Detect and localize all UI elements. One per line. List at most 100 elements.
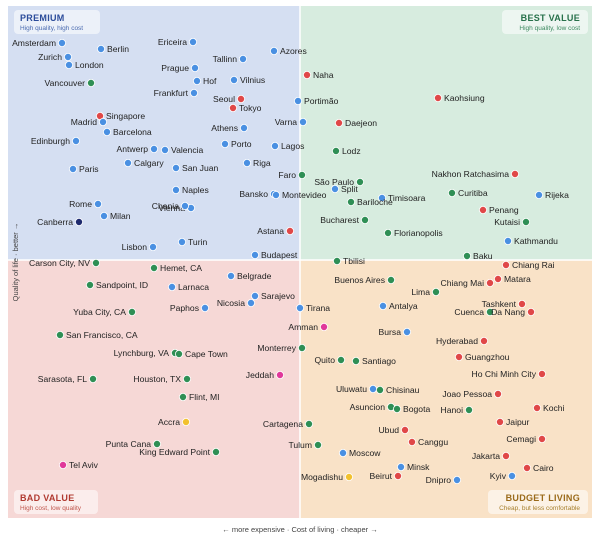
point-antwerp (149, 144, 158, 153)
point-porto (220, 139, 229, 148)
point-label-hof: Hof (203, 76, 217, 86)
point-kyiv (507, 471, 516, 480)
point-calgary (124, 158, 133, 167)
point-flint-mi (178, 392, 187, 401)
point-king-edward-point (211, 447, 220, 456)
point-label-amsterdam: Amsterdam (12, 38, 56, 48)
point-lisbon (148, 242, 157, 251)
label-best-value: BEST VALUE High quality, low cost (502, 10, 588, 34)
point-rijeka (535, 190, 544, 199)
point-kutaisi (522, 217, 531, 226)
point-monterrey (297, 343, 306, 352)
point-portimao (293, 97, 302, 106)
point-label-nakhon-ratchasima: Nakhon Ratchasima (432, 169, 510, 179)
point-san-francisco-ca (56, 330, 65, 339)
point-athens (239, 124, 248, 133)
point-label-kaohsiung: Kaohsiung (444, 93, 485, 103)
points-layer: Amsterdam Berlin Ericeira Azores Zurich Londo… (12, 37, 569, 485)
point-hemet-ca (149, 263, 158, 272)
point-label-san-francisco-ca: San Francisco, CA (66, 330, 138, 340)
point-ubud (400, 425, 409, 434)
point-label-ericeira: Ericeira (158, 37, 187, 47)
point-astana (285, 226, 294, 235)
label-budget-living-title: BUDGET LIVING (506, 493, 580, 503)
point-label-quito: Quito (314, 355, 335, 365)
point-label-beirut: Beirut (370, 471, 393, 481)
point-lodz (331, 146, 340, 155)
point-label-tbilisi: Tbilisi (343, 256, 365, 266)
point-label-barcelona: Barcelona (113, 127, 152, 137)
label-premium: PREMIUM High quality, high cost (14, 10, 100, 34)
point-bucharest (360, 215, 369, 224)
point-label-cape-town: Cape Town (185, 349, 228, 359)
point-penang (478, 205, 487, 214)
point-label-tel-aviv: Tel Aviv (69, 460, 99, 470)
label-premium-subtitle: High quality, high cost (20, 25, 83, 32)
point-ericeira (188, 38, 197, 47)
point-tirana (295, 303, 304, 312)
point-label-tirana: Tirana (306, 303, 330, 313)
point-label-canggu: Canggu (418, 437, 448, 447)
point-houston-tx (182, 374, 191, 383)
point-tokyo (228, 104, 237, 113)
point-tulum (313, 440, 322, 449)
point-hyderabad (479, 336, 488, 345)
point-label-astana: Astana (257, 226, 284, 236)
point-label-moscow: Moscow (349, 448, 381, 458)
point-label-tulum: Tulum (288, 440, 312, 450)
point-da-nang (527, 307, 536, 316)
point-label-ho-chi-minh-city: Ho Chi Minh City (472, 369, 537, 379)
point-label-vancouver: Vancouver (45, 78, 86, 88)
point-label-lisbon: Lisbon (122, 242, 148, 252)
point-jakarta (501, 451, 510, 460)
quadrant-best-value (300, 6, 592, 260)
point-label-tashkent: Tashkent (482, 299, 517, 309)
point-label-carson-city-nv: Carson City, NV (29, 258, 90, 268)
point-label-sao-paulo: São Paulo (314, 177, 354, 187)
point-label-berlin: Berlin (107, 44, 129, 54)
point-cuenca (485, 307, 494, 316)
point-nicosia (246, 298, 255, 307)
label-budget-living: BUDGET LIVING Cheap, but less comfortabl… (488, 490, 588, 514)
point-berlin (97, 45, 106, 54)
point-label-portimao: Portimão (304, 96, 339, 106)
point-label-uluwatu: Uluwatu (336, 384, 367, 394)
point-label-bogota: Bogota (403, 404, 430, 414)
point-montevideo (271, 190, 280, 199)
label-bad-value-subtitle: High cost, low quality (20, 505, 82, 512)
point-dnipro (452, 475, 461, 484)
point-label-chiang-rai: Chiang Rai (512, 260, 555, 270)
point-label-santiago: Santiago (362, 356, 396, 366)
point-jeddah (275, 370, 284, 379)
point-label-ubud: Ubud (378, 425, 399, 435)
point-label-bucharest: Bucharest (320, 215, 359, 225)
point-kochi (533, 403, 542, 412)
point-matara (493, 274, 502, 283)
point-label-athens: Athens (211, 123, 238, 133)
x-axis-label: ← more expensive · Cost of living · chea… (222, 525, 377, 534)
point-jaipur (495, 417, 504, 426)
point-label-london: London (75, 60, 104, 70)
point-paris (69, 164, 78, 173)
point-label-valencia: Valencia (171, 145, 204, 155)
point-label-houston-tx: Houston, TX (133, 374, 181, 384)
point-punta-cana (152, 439, 161, 448)
point-label-jeddah: Jeddah (246, 370, 274, 380)
point-label-split: Split (341, 184, 358, 194)
point-rome (94, 199, 103, 208)
point-carson-city-nv (92, 258, 101, 267)
point-varna (298, 118, 307, 127)
point-guangzhou (454, 352, 463, 361)
point-lagos (270, 141, 279, 150)
point-label-paris: Paris (79, 164, 99, 174)
point-label-kutaisi: Kutaisi (494, 217, 520, 227)
point-label-sarasota-fl: Sarasota, FL (38, 374, 87, 384)
point-riga (242, 158, 251, 167)
point-edinburgh (72, 136, 81, 145)
point-tashkent (518, 299, 527, 308)
point-baku (462, 251, 471, 260)
point-label-hemet-ca: Hemet, CA (160, 263, 202, 273)
point-accra (181, 417, 190, 426)
point-label-jaipur: Jaipur (506, 417, 530, 427)
